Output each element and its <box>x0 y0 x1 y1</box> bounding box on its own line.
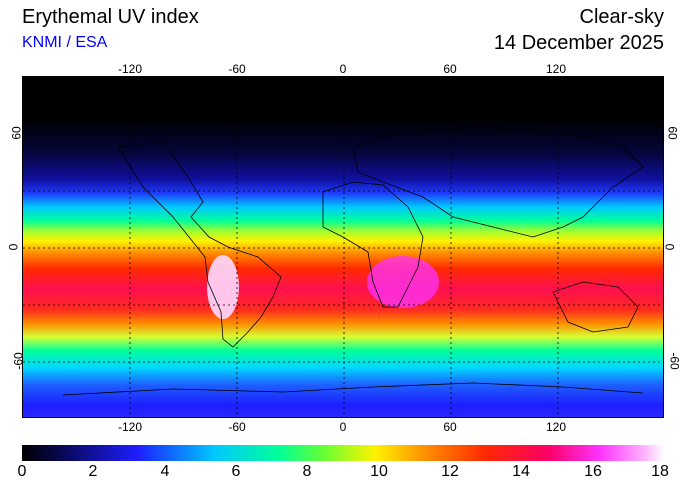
lon-tick-bottom: 0 <box>339 420 347 434</box>
lon-tick-bottom: -60 <box>228 420 246 434</box>
coastlines <box>62 126 644 396</box>
andes-uv-maximum <box>207 255 239 319</box>
date-label: 14 December 2025 <box>493 32 664 54</box>
colorbar-tick: 8 <box>302 463 312 480</box>
colorbar-tick: 14 <box>512 463 530 480</box>
lon-tick-top: 60 <box>443 62 457 76</box>
graticule <box>23 77 663 417</box>
colorbar-tick: 10 <box>370 463 388 480</box>
colorbar-tick: 2 <box>88 463 98 480</box>
colorbar-tick: 0 <box>17 463 27 480</box>
colorbar-tick: 4 <box>160 463 170 480</box>
lon-tick-top: -60 <box>228 62 246 76</box>
lon-tick-bottom: 60 <box>443 420 457 434</box>
lon-tick-top: 0 <box>339 62 347 76</box>
data-source: KNMI / ESA <box>22 34 108 51</box>
colorbar-tick: 12 <box>441 463 459 480</box>
colorbar-tick: 16 <box>584 463 602 480</box>
uv-field <box>23 77 663 417</box>
africa-uv-maximum <box>367 256 439 308</box>
colorbar-tick: 18 <box>651 463 669 480</box>
title: Erythemal UV index <box>22 6 199 28</box>
lon-tick-top: -120 <box>117 62 143 76</box>
lon-tick-bottom: -120 <box>117 420 143 434</box>
lat-tick-left: 0 <box>6 243 21 251</box>
sky-condition: Clear-sky <box>579 6 664 28</box>
lon-tick-bottom: 120 <box>545 420 567 434</box>
lat-tick-right: 0 <box>662 243 677 251</box>
uv-index-map <box>22 76 664 418</box>
uv-colorbar <box>22 445 664 461</box>
colorbar-tick: 6 <box>231 463 241 480</box>
lat-tick-right: -60 <box>667 352 682 370</box>
lat-tick-right: 60 <box>665 126 680 140</box>
lon-tick-top: 120 <box>545 62 567 76</box>
